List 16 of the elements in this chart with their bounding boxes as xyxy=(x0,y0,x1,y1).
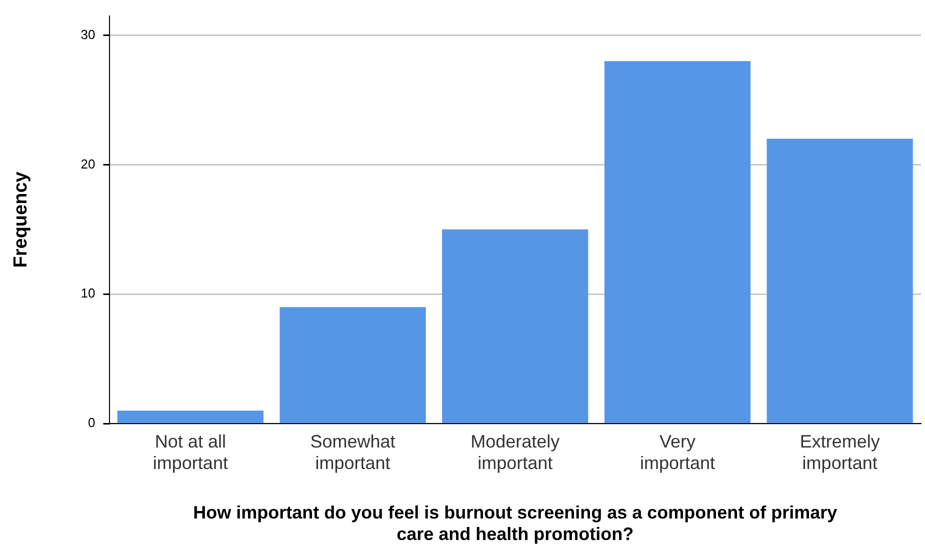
bar xyxy=(280,307,426,423)
bar xyxy=(117,410,264,423)
y-tick-label: 10 xyxy=(80,286,96,301)
y-tick-label: 30 xyxy=(80,26,96,42)
x-tick-label: Extremely important xyxy=(800,431,880,473)
y-tick-label: 0 xyxy=(88,415,96,430)
x-tick-label: Very important xyxy=(640,431,715,473)
x-axis-title: How important do you feel is burnout screening as a component of primary care and health promotion? xyxy=(193,502,838,544)
x-tick-label: Somewhat important xyxy=(310,431,396,473)
y-tick-label: 20 xyxy=(80,156,96,172)
bar xyxy=(442,229,588,423)
x-tick-label: Not at all important xyxy=(152,431,228,473)
bar xyxy=(766,138,913,423)
y-axis-title: Frequency xyxy=(10,171,32,268)
x-tick-label: Moderately important xyxy=(470,431,560,473)
bar xyxy=(604,61,751,423)
